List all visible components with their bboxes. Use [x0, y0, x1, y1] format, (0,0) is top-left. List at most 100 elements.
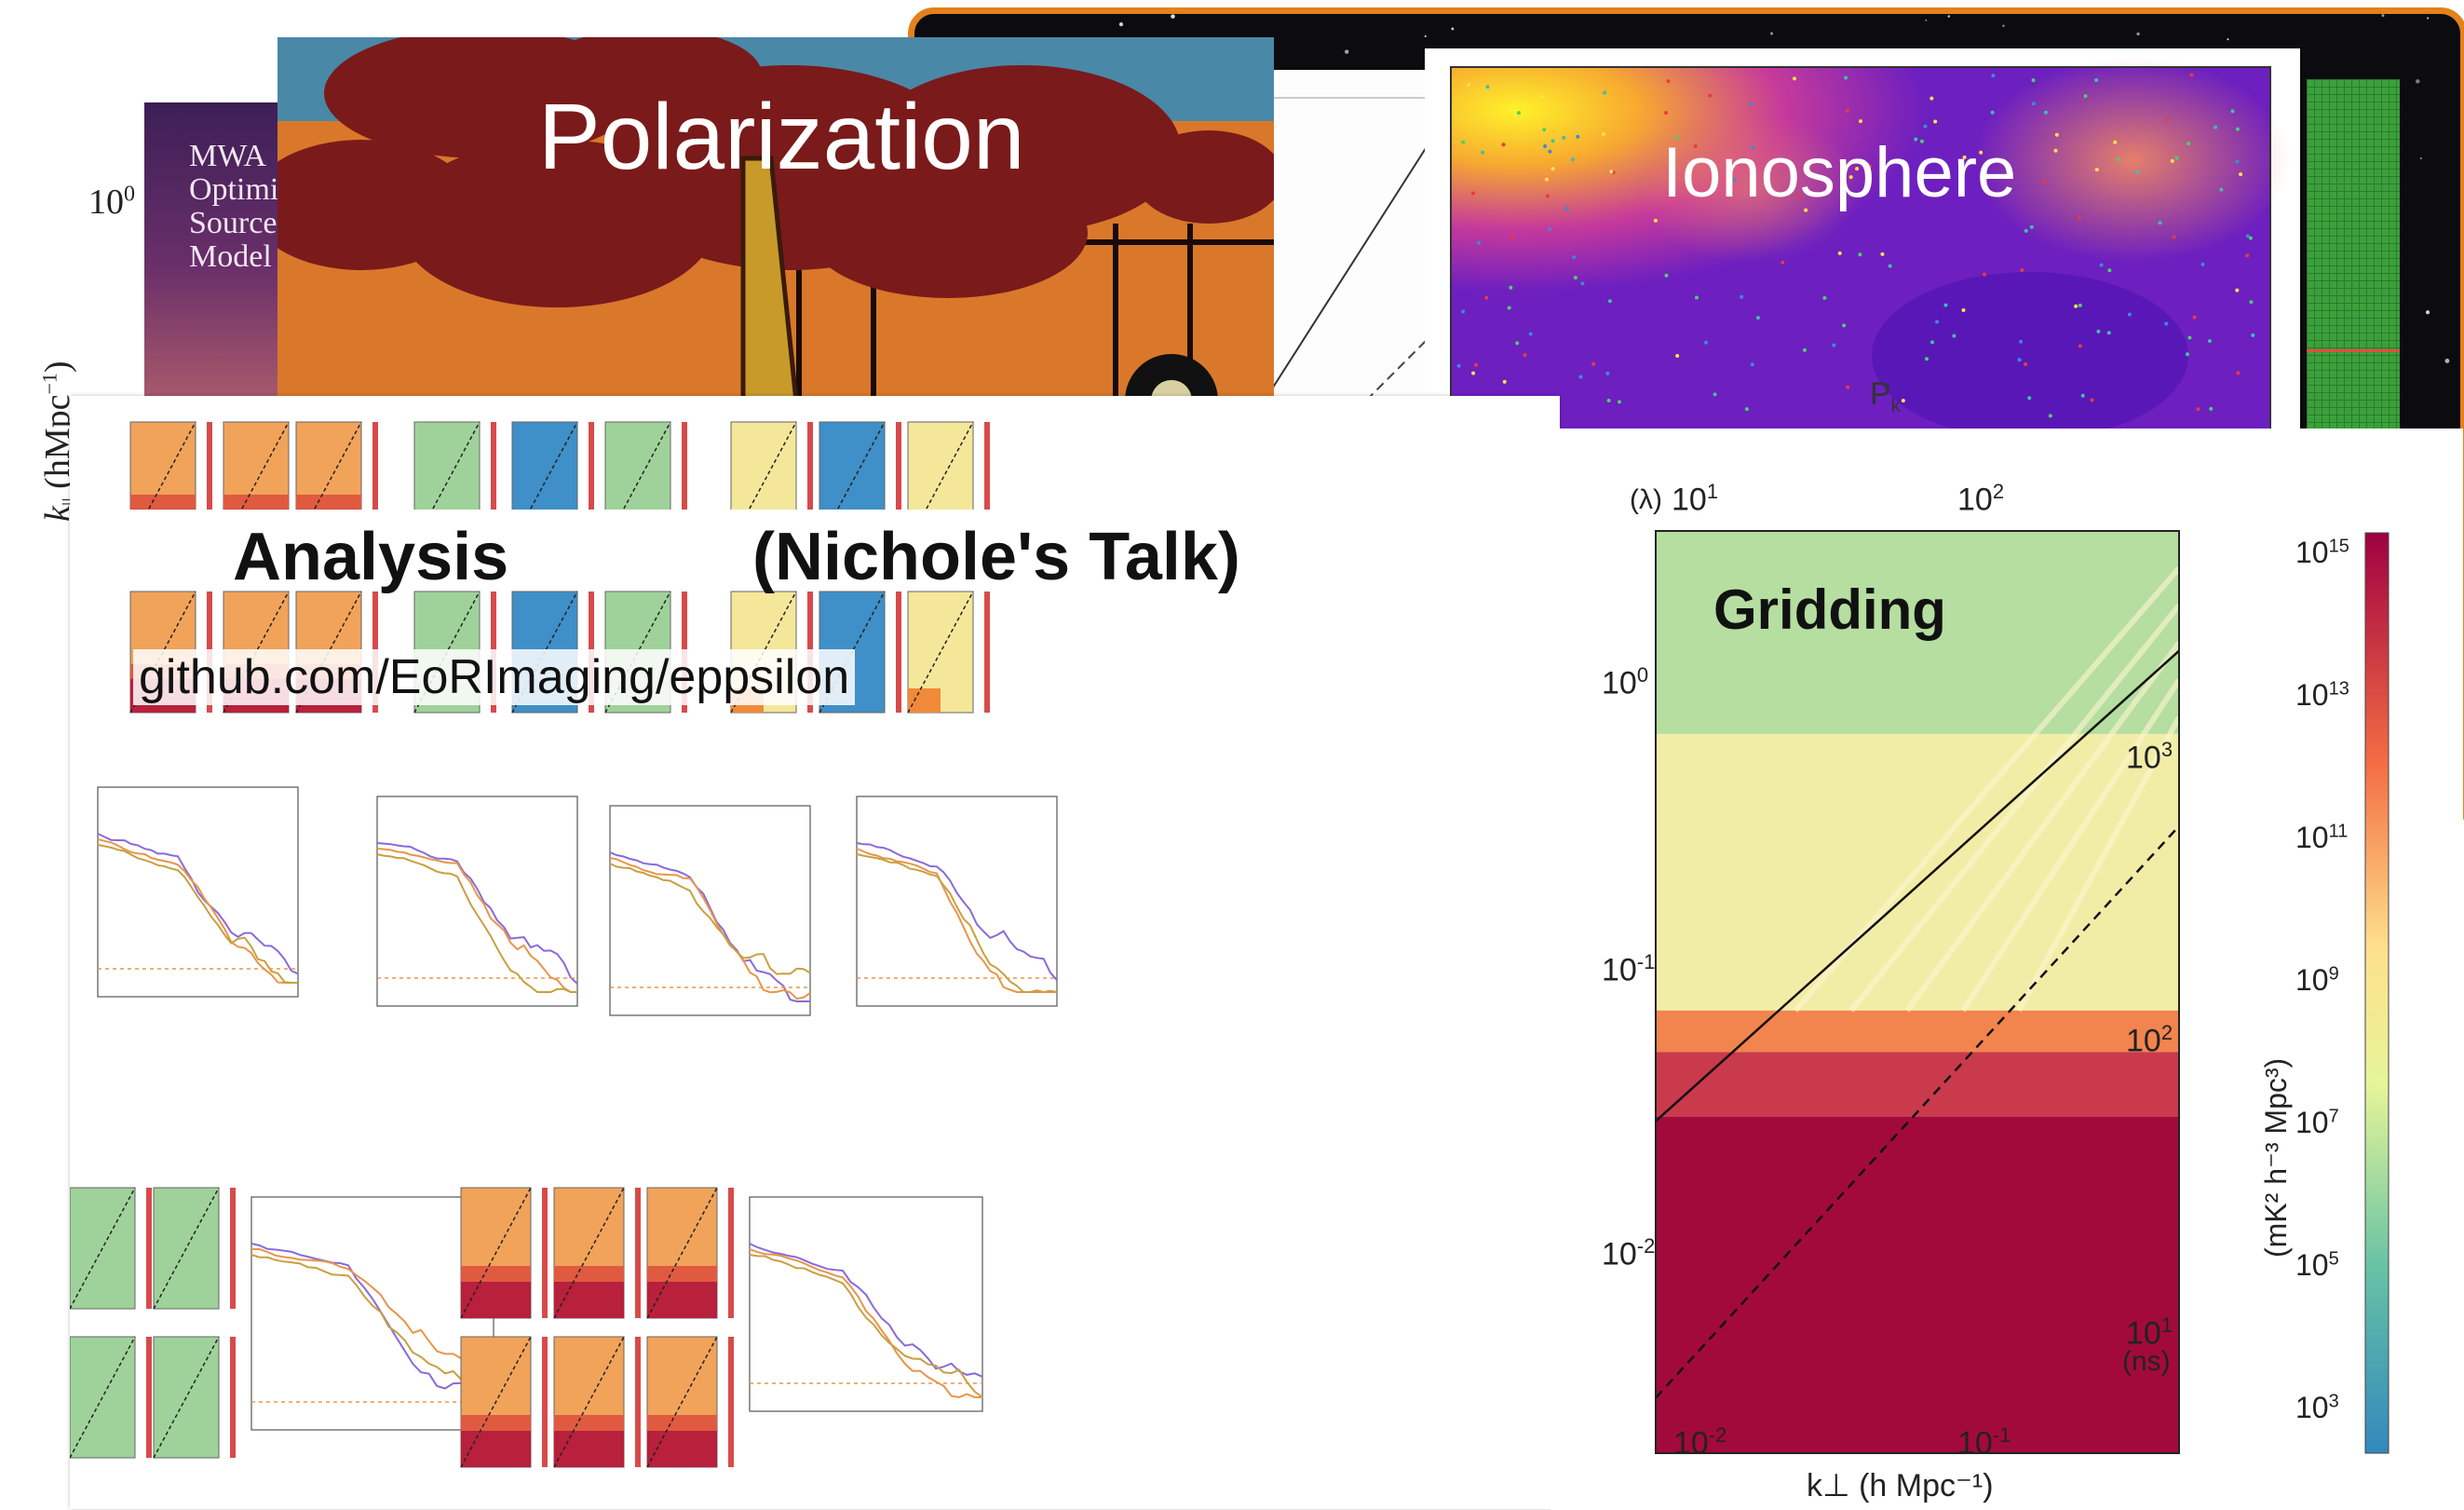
source-dot [1461, 309, 1466, 314]
y-tick-label: 100 [88, 182, 135, 222]
source-dot [2106, 331, 2111, 335]
star [1424, 34, 1427, 38]
source-dot [2230, 109, 2235, 114]
source-dot [2135, 170, 2140, 174]
source-dot [1591, 361, 1596, 366]
star [1345, 49, 1349, 54]
source-dot [1607, 299, 1612, 304]
star [1770, 32, 1774, 35]
ionosphere-map [1450, 58, 2291, 440]
heatmap-thumbnail [646, 1336, 734, 1468]
source-dot [1943, 303, 1948, 307]
source-dot [2078, 344, 2082, 348]
source-dot [2174, 156, 2179, 160]
source-dot [2170, 158, 2174, 163]
source-dot [1653, 218, 1658, 223]
ionosphere-card: Ionosphere Pk [1425, 48, 2300, 449]
star [1947, 15, 1951, 18]
x-axis-label: k⊥ (h Mpc⁻¹) [1807, 1468, 1994, 1503]
source-dot [1564, 206, 1569, 211]
analysis-subtitle: (Nichole's Talk) [752, 520, 1240, 594]
source-dot [2043, 110, 2048, 115]
source-dot [1837, 251, 1842, 255]
star [2427, 17, 2430, 20]
source-dot [1516, 111, 1521, 116]
heatmap-thumbnail [460, 1336, 548, 1468]
source-dot [1548, 149, 1552, 154]
source-dot [2219, 187, 2224, 192]
source-dot [1858, 252, 1862, 257]
source-dot [2189, 73, 2194, 77]
analysis-card: Analysis (Nichole's Talk) github.com/EoR… [70, 396, 1560, 1509]
source-dot [1749, 102, 1753, 106]
colorbar-tick: 109 [2295, 963, 2339, 997]
ionosphere-title: Ionosphere [1662, 133, 2017, 212]
colorbar-label: (mK² h⁻³ Mpc³) [2259, 1057, 2293, 1258]
source-dot [2017, 358, 2022, 362]
source-dot [2164, 117, 2169, 122]
source-dot [1901, 399, 1905, 403]
top-tick-1: 101 [1672, 480, 1719, 518]
source-dot [1580, 281, 1585, 286]
polarization-card: Polarization [278, 37, 1274, 429]
repo-link[interactable]: github.com/EoRImaging/eppsilon [133, 649, 856, 705]
source-dot [1485, 85, 1490, 89]
source-dot [1704, 340, 1709, 345]
source-dot [1935, 320, 1940, 324]
star [1118, 21, 1124, 27]
pale-region [1656, 733, 2179, 1020]
right-axis-unit: (ns) [2122, 1346, 2171, 1377]
heatmap-thumbnail [153, 1336, 236, 1459]
gridding-card: Gridding (λ) 101 102 100 10-1 10-2 103 1… [1550, 429, 2463, 1510]
source-dot [1576, 134, 1580, 139]
source-dot [2099, 263, 2104, 267]
source-dot [1952, 333, 1956, 338]
source-dot [1510, 235, 1515, 239]
source-dot [2048, 414, 2052, 418]
source-dot [2096, 329, 2101, 333]
analysis-title: Analysis [233, 520, 509, 594]
source-dot [1822, 295, 1827, 300]
heatmap-thumbnail [460, 1187, 548, 1319]
source-dot [1804, 208, 1808, 212]
source-dot [1474, 362, 1479, 367]
fov-line [1655, 824, 2180, 1399]
source-dot [1675, 354, 1680, 359]
source-dot [1545, 194, 1550, 198]
source-dot [2245, 253, 2250, 258]
gridding-plot [1655, 530, 2390, 1454]
source-dot [2196, 407, 2200, 412]
star [2419, 156, 2423, 160]
source-dot [1933, 119, 1938, 124]
source-dot [1550, 167, 1555, 171]
source-dot [1502, 379, 1507, 384]
source-dot [2019, 339, 2024, 344]
left-tick-2: 10-1 [1602, 950, 1656, 988]
source-dot [1693, 144, 1698, 149]
source-dot [1841, 201, 1846, 206]
source-dot [2249, 300, 2254, 305]
star [1171, 14, 1175, 19]
source-dot [2235, 127, 2240, 131]
right-tick-2: 102 [2126, 1021, 2173, 1059]
source-dot [1461, 140, 1466, 144]
source-dot [1914, 137, 1918, 142]
source-dot [1923, 124, 1928, 129]
mwa-line-2: Optimi [189, 172, 279, 207]
wedge-streak [1848, 604, 2182, 1013]
source-dot [1606, 398, 1611, 402]
star [2381, 14, 2385, 18]
source-dot [1929, 340, 1934, 345]
wedge-streak [1960, 678, 2182, 1013]
right-tick-1: 103 [2126, 738, 2173, 776]
source-dot [1925, 357, 1929, 361]
heatmap-thumbnail [70, 1336, 152, 1459]
source-dot [1844, 75, 1848, 80]
source-dot [1605, 371, 1610, 375]
source-dot [1664, 273, 1669, 278]
source-dot [1467, 83, 1471, 88]
source-dot [1540, 94, 1545, 99]
source-dot [2200, 262, 2205, 266]
source-dot [1578, 374, 1583, 379]
source-dot [1481, 150, 1485, 155]
